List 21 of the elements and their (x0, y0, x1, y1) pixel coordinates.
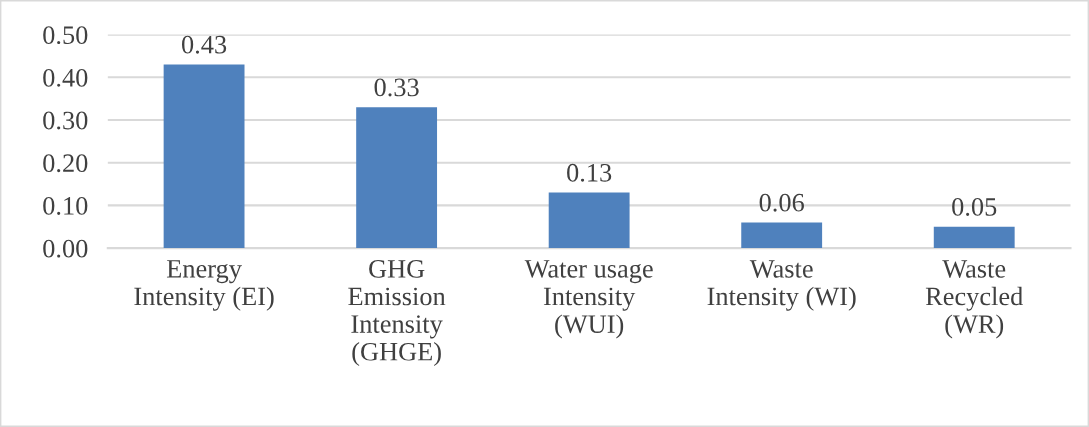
data-label: 0.06 (759, 193, 804, 212)
x-tick-label: Water usage Intensity (WUI) (524, 260, 653, 339)
bar (933, 226, 1015, 249)
x-tick-label: Waste Intensity (WI) (707, 260, 856, 311)
y-tick-label: 0.00 (43, 239, 88, 258)
x-tick-label: Energy Intensity (EI) (134, 260, 274, 311)
y-tick-label: 0.50 (43, 26, 88, 45)
data-label: 0.13 (567, 163, 612, 182)
bar (163, 64, 245, 249)
bar (356, 107, 438, 249)
x-tick-label: GHG Emission Intensity (GHGE) (348, 260, 446, 366)
y-tick-label: 0.30 (43, 111, 88, 130)
data-label: 0.33 (374, 78, 419, 97)
bar (548, 192, 630, 249)
y-tick-label: 0.20 (43, 154, 88, 173)
y-tick-label: 0.10 (43, 196, 88, 215)
y-tick-label: 0.40 (43, 68, 88, 87)
bar (741, 222, 823, 249)
data-label: 0.43 (181, 35, 227, 54)
data-label: 0.05 (952, 198, 997, 216)
x-tick-label: Waste Recycled (WR) (925, 260, 1023, 339)
